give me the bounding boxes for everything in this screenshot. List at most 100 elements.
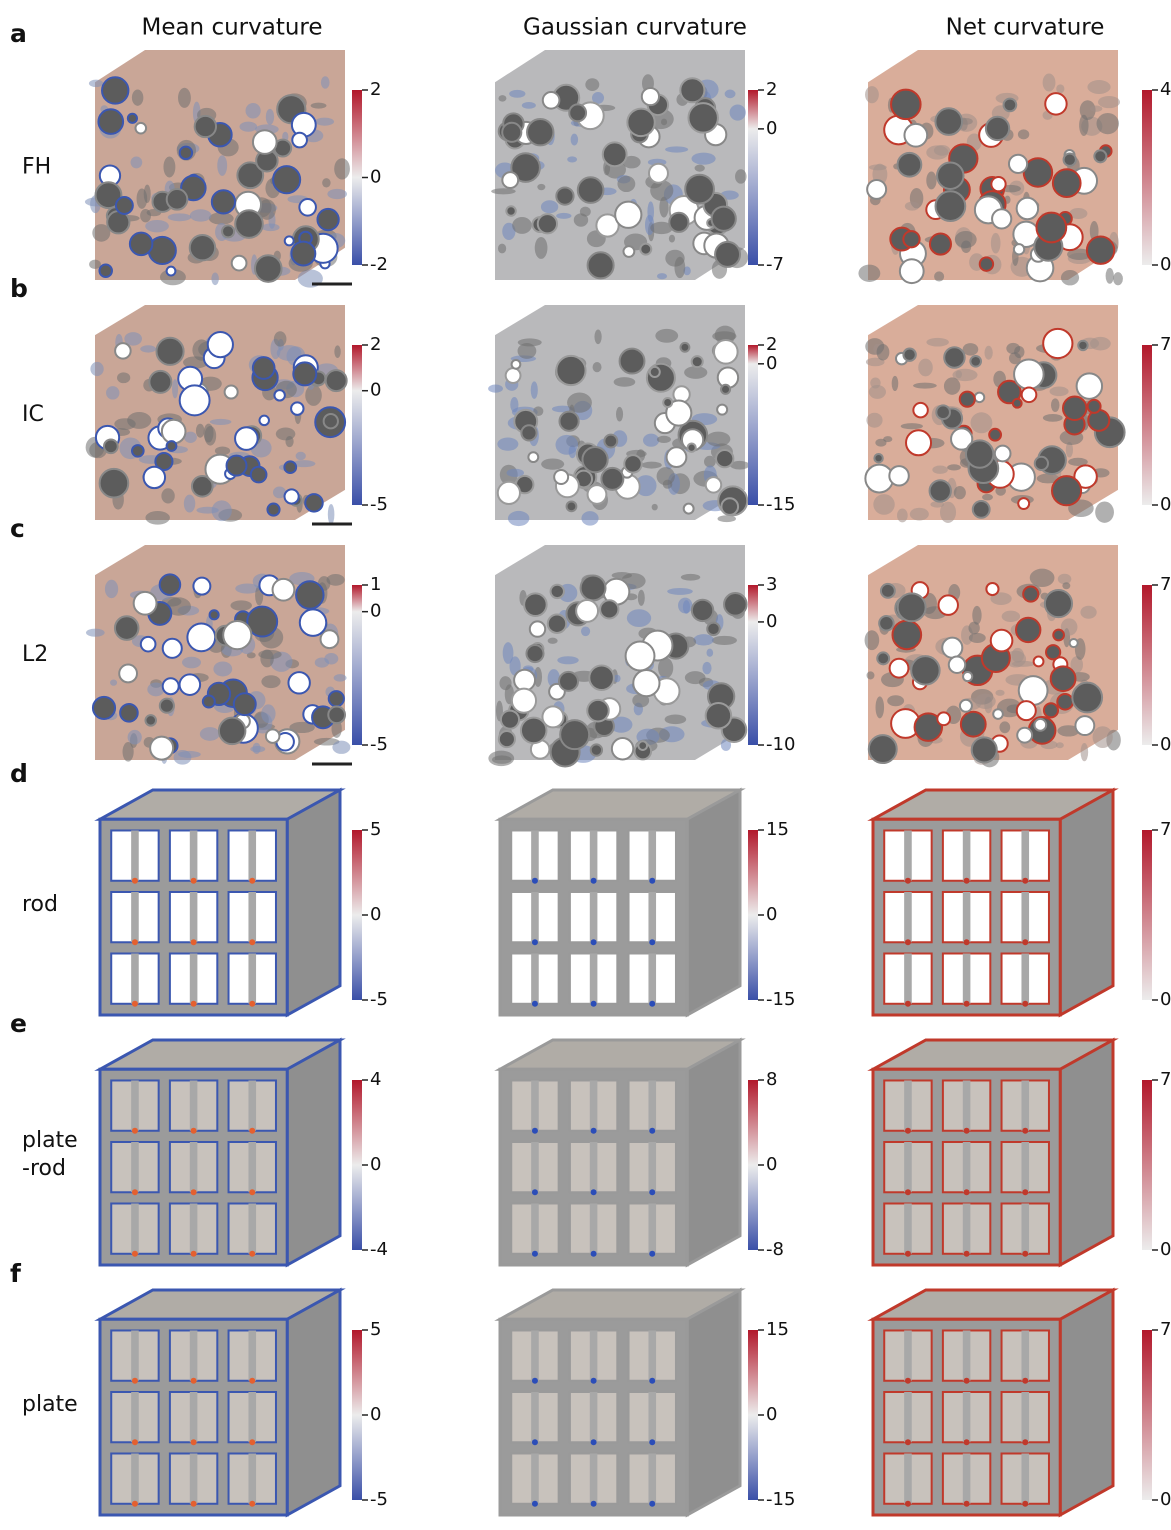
render-patch: [968, 632, 986, 643]
render-hole: [962, 670, 974, 683]
render-patch: [999, 721, 1011, 734]
render-hole: [581, 446, 609, 474]
render-hole: [188, 233, 217, 262]
colorbar-tick-label: -15: [766, 1489, 795, 1510]
render-patch: [930, 501, 945, 508]
render-joint: [131, 877, 138, 884]
render-patch: [1055, 742, 1064, 749]
render-hole: [178, 673, 202, 696]
render-hole: [553, 468, 570, 485]
render-patch: [972, 605, 982, 625]
render-hole: [947, 655, 967, 674]
render-hole: [1061, 395, 1088, 421]
render-patch: [567, 392, 592, 413]
render-patch: [668, 234, 676, 243]
render-side: [285, 1037, 342, 1268]
render-rod: [904, 1453, 912, 1504]
render-hole: [632, 669, 661, 698]
render-hole: [519, 716, 548, 745]
render-hole: [928, 479, 952, 503]
render-hole: [283, 460, 298, 475]
render-hole: [912, 401, 929, 419]
render-hole: [610, 737, 635, 761]
render-patch: [970, 412, 993, 434]
render-joint: [1022, 1439, 1029, 1446]
render-patch: [547, 637, 558, 644]
render-patch: [214, 446, 231, 456]
render-joint: [590, 877, 597, 884]
render-rod: [904, 891, 912, 943]
render-patch: [664, 714, 687, 725]
render-hole: [558, 410, 580, 432]
render-patch: [968, 621, 980, 635]
render-hole: [1045, 644, 1062, 661]
render-hole: [251, 356, 276, 380]
render-hole: [527, 451, 540, 464]
render-hole: [148, 369, 173, 394]
render-rod: [904, 1141, 912, 1193]
render-joint: [963, 1377, 970, 1384]
render-hole: [131, 444, 145, 458]
render-hole: [327, 705, 347, 725]
render-patch: [887, 695, 905, 707]
render-joint: [249, 1000, 256, 1007]
render-patch: [322, 178, 331, 188]
render-side: [685, 1037, 742, 1268]
render-hole: [206, 331, 234, 359]
colorbar-tick-label: -5: [370, 734, 388, 755]
render-hole: [513, 668, 537, 692]
render-joint: [190, 1439, 197, 1446]
render-hole: [283, 488, 300, 505]
render-patch: [990, 232, 1001, 254]
render-joint: [963, 1000, 970, 1007]
colorbar-tick-label: 7: [1160, 1069, 1171, 1090]
render-hole: [290, 240, 317, 267]
render-hole: [165, 188, 189, 211]
render-joint: [590, 1439, 597, 1446]
render-hole: [158, 573, 182, 596]
render-rod: [1021, 830, 1030, 881]
render-patch: [324, 652, 339, 665]
render-joint: [649, 1439, 656, 1446]
render-hole: [665, 399, 693, 427]
render-hole: [1077, 339, 1089, 352]
colorbar: [352, 830, 362, 1000]
render-hole: [879, 582, 896, 599]
render-rod: [648, 1330, 657, 1381]
render-patch: [585, 78, 600, 91]
render-joint: [1022, 877, 1029, 884]
render-hole: [958, 698, 973, 713]
render-rod: [589, 953, 598, 1004]
render-patch: [167, 213, 192, 222]
render-hole: [958, 390, 976, 408]
render-rod: [248, 891, 257, 943]
render-rod: [531, 1203, 539, 1254]
render-hole: [1016, 726, 1034, 744]
render-patch: [684, 366, 708, 379]
render-joint: [963, 1250, 970, 1257]
render-rod: [1021, 891, 1030, 943]
render-hole: [934, 107, 964, 136]
render-patch: [660, 118, 668, 126]
render-patch: [211, 500, 232, 522]
render-hole: [565, 500, 578, 513]
render-hole: [114, 342, 132, 360]
render-patch: [327, 504, 335, 525]
render-patch: [1057, 725, 1080, 737]
render-hole: [601, 141, 628, 168]
colorbar-tick-label: 3: [766, 574, 777, 595]
row-label: plate: [22, 1128, 78, 1153]
render-patch: [864, 630, 880, 651]
render-joint: [963, 1439, 970, 1446]
render-rod: [962, 1391, 971, 1443]
render-joint: [963, 939, 970, 946]
render-rod: [189, 1453, 198, 1504]
render-rod: [1021, 1080, 1030, 1131]
render-patch: [635, 475, 657, 497]
render-hole: [902, 347, 917, 362]
render-patch: [310, 102, 327, 109]
render-joint: [904, 1250, 911, 1257]
render-patch: [184, 431, 197, 443]
render-hole: [1056, 693, 1074, 711]
render-hole: [134, 121, 148, 135]
